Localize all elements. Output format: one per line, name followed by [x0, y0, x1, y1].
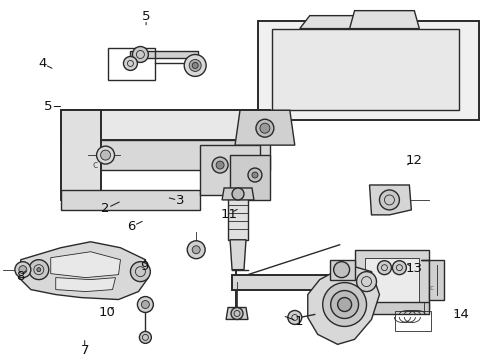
- Circle shape: [230, 307, 243, 319]
- Text: 11: 11: [220, 208, 237, 221]
- Polygon shape: [307, 265, 379, 345]
- Text: 10: 10: [99, 306, 115, 319]
- Polygon shape: [229, 155, 269, 200]
- Polygon shape: [258, 21, 478, 120]
- Circle shape: [96, 146, 114, 164]
- Polygon shape: [61, 140, 269, 170]
- Circle shape: [251, 172, 258, 178]
- Circle shape: [247, 168, 262, 182]
- Polygon shape: [61, 190, 200, 210]
- Text: 6: 6: [127, 220, 135, 233]
- Circle shape: [212, 157, 227, 173]
- Text: 9: 9: [140, 260, 148, 273]
- Bar: [395, 311, 430, 332]
- Circle shape: [333, 262, 349, 278]
- Polygon shape: [56, 278, 115, 292]
- Circle shape: [130, 262, 150, 282]
- Circle shape: [123, 57, 137, 71]
- Text: 4: 4: [38, 57, 46, 70]
- Polygon shape: [235, 110, 294, 145]
- Polygon shape: [421, 260, 443, 300]
- Circle shape: [322, 283, 366, 327]
- Text: 7: 7: [81, 344, 89, 357]
- Polygon shape: [369, 185, 410, 215]
- Polygon shape: [349, 11, 419, 28]
- Circle shape: [216, 161, 224, 169]
- Polygon shape: [271, 28, 458, 110]
- Polygon shape: [329, 260, 354, 280]
- Polygon shape: [299, 15, 379, 28]
- Text: 5: 5: [142, 10, 150, 23]
- Circle shape: [260, 123, 269, 133]
- Circle shape: [19, 266, 27, 274]
- Circle shape: [377, 261, 390, 275]
- Polygon shape: [354, 270, 379, 294]
- Polygon shape: [232, 275, 369, 289]
- Circle shape: [192, 246, 200, 254]
- Circle shape: [337, 298, 351, 311]
- Circle shape: [255, 119, 273, 137]
- Circle shape: [330, 291, 358, 319]
- Text: 12: 12: [405, 154, 422, 167]
- Polygon shape: [200, 145, 260, 195]
- Polygon shape: [61, 110, 101, 200]
- Circle shape: [15, 262, 31, 278]
- Circle shape: [29, 260, 49, 280]
- Circle shape: [392, 261, 406, 275]
- Circle shape: [287, 310, 301, 324]
- Text: 1: 1: [294, 315, 303, 328]
- Polygon shape: [227, 198, 247, 240]
- Polygon shape: [222, 188, 253, 200]
- Text: 13: 13: [405, 262, 422, 275]
- Circle shape: [132, 46, 148, 62]
- Circle shape: [141, 301, 149, 309]
- Text: c: c: [428, 284, 432, 291]
- Circle shape: [184, 54, 206, 76]
- Polygon shape: [354, 250, 428, 310]
- Text: c: c: [93, 160, 98, 170]
- Text: 2: 2: [101, 202, 110, 215]
- Text: 3: 3: [176, 194, 184, 207]
- Circle shape: [37, 268, 41, 272]
- Text: 14: 14: [452, 308, 469, 321]
- Circle shape: [232, 188, 244, 200]
- Circle shape: [192, 62, 198, 68]
- Circle shape: [356, 272, 376, 292]
- Text: 8: 8: [16, 270, 24, 283]
- Circle shape: [137, 297, 153, 312]
- Circle shape: [187, 241, 205, 259]
- Circle shape: [101, 150, 110, 160]
- Polygon shape: [19, 242, 148, 300]
- Polygon shape: [364, 258, 419, 302]
- Polygon shape: [229, 240, 245, 270]
- Polygon shape: [51, 252, 120, 278]
- Circle shape: [139, 332, 151, 343]
- Polygon shape: [61, 110, 269, 140]
- Polygon shape: [225, 307, 247, 319]
- Text: 5: 5: [44, 100, 53, 113]
- Circle shape: [189, 59, 201, 71]
- Polygon shape: [130, 50, 198, 58]
- Polygon shape: [354, 302, 428, 315]
- Circle shape: [379, 190, 399, 210]
